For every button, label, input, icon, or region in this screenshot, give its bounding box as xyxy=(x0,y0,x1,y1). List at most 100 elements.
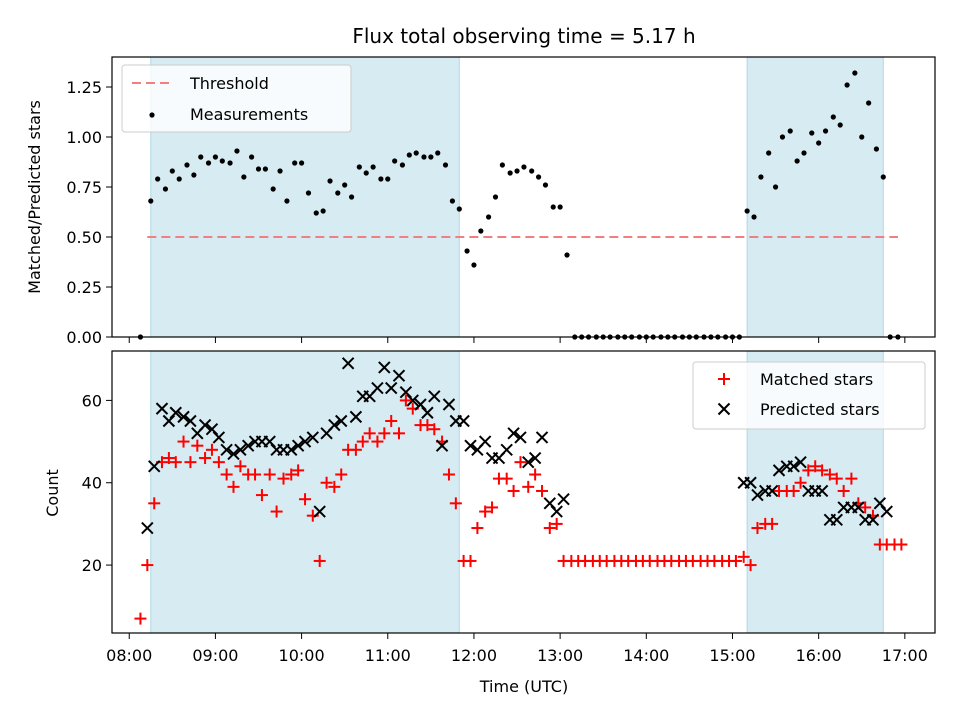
measurement-point xyxy=(241,174,247,180)
matched-point xyxy=(536,484,549,497)
predicted-point xyxy=(378,361,391,374)
matched-point xyxy=(227,480,240,493)
measurement-point xyxy=(744,208,750,214)
top-y-axis-label: Matched/Predicted stars xyxy=(25,100,44,294)
measurement-point xyxy=(392,158,398,164)
measurement-point xyxy=(205,160,212,166)
predicted-point xyxy=(385,381,398,395)
measurement-point xyxy=(564,252,570,258)
measurement-point xyxy=(873,146,879,152)
matched-point xyxy=(335,468,348,481)
top-y-tick-label: 1.00 xyxy=(66,128,102,147)
predicted-point xyxy=(535,431,549,444)
bottom-shaded-interval xyxy=(150,350,460,634)
predicted-point xyxy=(169,406,182,419)
measurement-point xyxy=(356,164,362,170)
matched-point xyxy=(529,468,542,481)
cross-stroke xyxy=(220,443,233,457)
cross-stroke xyxy=(500,443,513,457)
matched-point xyxy=(507,484,520,497)
cross-stroke xyxy=(205,423,219,436)
bottom-y-tick-label: 60 xyxy=(82,391,102,410)
predicted-point xyxy=(198,418,212,432)
matched-point xyxy=(263,468,276,481)
measurement-point xyxy=(169,168,175,174)
matched-point xyxy=(177,435,190,448)
matched-point xyxy=(399,394,412,407)
cross-stroke xyxy=(880,505,893,518)
x-tick-label: 11:00 xyxy=(365,646,411,665)
measurement-point xyxy=(342,182,348,188)
predicted-point xyxy=(500,443,513,457)
cross-stroke xyxy=(184,414,197,428)
top-y-ticks: 0.00 0.25 0.50 0.75 1.00 1.25 xyxy=(66,78,112,347)
matched-point xyxy=(816,464,829,477)
x-tick-label: 15:00 xyxy=(709,646,755,665)
matched-point xyxy=(845,472,858,485)
legend-matched-label: Matched stars xyxy=(760,370,873,389)
matched-point xyxy=(479,505,492,518)
cross-stroke xyxy=(378,361,391,374)
top-y-tick-label: 0.25 xyxy=(66,278,102,297)
cross-stroke xyxy=(717,402,731,416)
predicted-point xyxy=(291,439,305,452)
matched-point xyxy=(737,550,750,563)
measurement-point xyxy=(880,174,886,180)
predicted-point xyxy=(478,435,492,448)
measurement-point xyxy=(363,170,369,176)
matched-point xyxy=(328,480,341,493)
predicted-point xyxy=(371,381,384,395)
measurement-point xyxy=(471,262,477,268)
matched-point xyxy=(148,497,161,510)
matched-point xyxy=(543,522,556,535)
measurement-point xyxy=(859,134,865,140)
cross-stroke xyxy=(155,402,169,415)
matched-point xyxy=(471,522,484,535)
legend-matched-swatch xyxy=(718,373,730,385)
predicted-point xyxy=(349,410,363,424)
cross-stroke xyxy=(263,435,276,448)
legend-measurements-swatch xyxy=(149,112,155,118)
matched-point xyxy=(205,443,218,456)
cross-stroke xyxy=(528,451,542,465)
matched-point xyxy=(830,472,843,485)
cross-stroke xyxy=(169,406,182,419)
matched-point xyxy=(255,489,268,502)
measurement-point xyxy=(298,160,305,166)
predicted-point xyxy=(528,451,542,465)
measurement-point xyxy=(787,128,793,134)
cross-stroke xyxy=(557,492,570,506)
cross-stroke xyxy=(148,460,161,473)
predicted-point xyxy=(341,357,355,370)
predicted-point xyxy=(815,484,829,498)
measurement-point xyxy=(406,152,412,158)
top-y-tick-label: 0.75 xyxy=(66,178,102,197)
measurement-point xyxy=(866,100,872,106)
cross-stroke xyxy=(522,455,535,469)
cross-stroke xyxy=(234,443,247,457)
matched-point xyxy=(234,460,247,473)
matched-point xyxy=(802,464,815,477)
x-tick-label: 12:00 xyxy=(451,646,497,665)
matched-point xyxy=(522,480,535,493)
x-tick-label: 17:00 xyxy=(882,646,928,665)
matched-point xyxy=(249,468,262,481)
predicted-point xyxy=(406,394,419,407)
bottom-panel: 20 40 60 08:00 09:00 10:00 11:00 12:00 13:00 14:… xyxy=(43,350,936,696)
top-legend: Threshold Measurements xyxy=(121,64,352,133)
matched-point xyxy=(184,456,197,469)
cross-stroke xyxy=(550,505,563,518)
matched-point xyxy=(220,468,233,481)
legend-predicted-swatch xyxy=(717,402,731,416)
x-tick-label: 14:00 xyxy=(623,646,669,665)
matched-point xyxy=(292,464,305,477)
matched-point xyxy=(442,468,455,481)
measurement-point xyxy=(456,206,462,212)
measurement-point xyxy=(535,174,542,180)
measurement-point xyxy=(313,210,319,216)
predicted-point xyxy=(421,406,434,419)
predicted-point xyxy=(464,439,477,452)
cross-stroke xyxy=(535,431,549,444)
cross-stroke xyxy=(385,381,398,395)
matched-point xyxy=(162,452,175,465)
